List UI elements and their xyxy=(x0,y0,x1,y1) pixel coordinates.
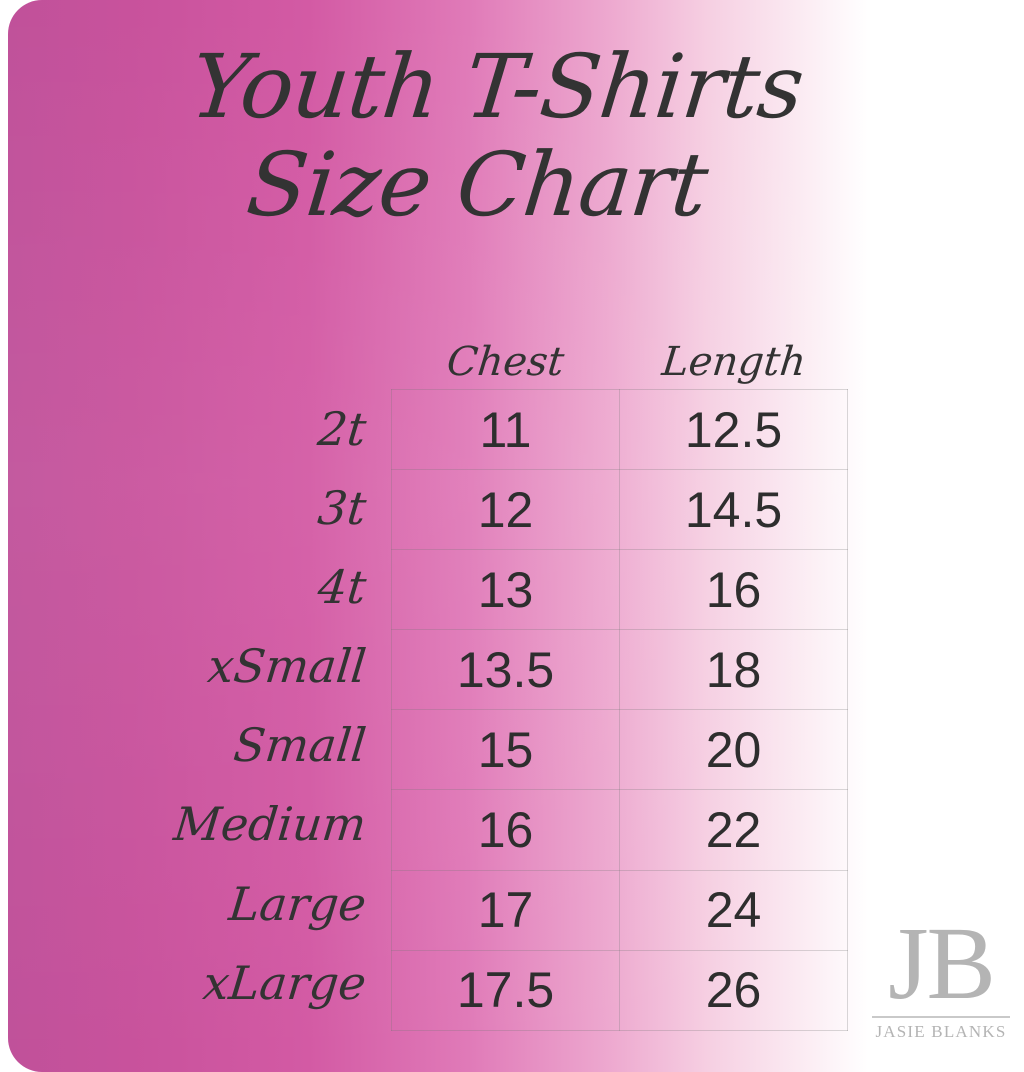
cell-length: 26 xyxy=(619,949,848,1031)
logo-monogram: JB xyxy=(888,906,996,1022)
logo-brand-name: JASIE BLANKS xyxy=(875,1022,1007,1041)
cell-length: 12.5 xyxy=(619,388,848,471)
logo-divider xyxy=(872,1016,1010,1018)
table-row: 12 14.5 xyxy=(391,469,848,551)
cell-length: 16 xyxy=(619,549,848,631)
table-row: 13.5 18 xyxy=(391,629,848,711)
size-chart-table: 11 12.5 12 14.5 13 16 13.5 18 15 20 16 2… xyxy=(391,388,848,1031)
page-title: Youth T-Shirts Size Chart xyxy=(0,35,1024,236)
size-label: xSmall xyxy=(205,638,369,693)
column-header-length: Length xyxy=(659,339,809,385)
cell-chest: 17 xyxy=(391,869,620,951)
column-headers: Chest Length xyxy=(391,334,848,390)
cell-chest: 11 xyxy=(391,388,620,471)
size-label: Large xyxy=(226,876,369,931)
table-row: 11 12.5 xyxy=(391,388,848,471)
table-row: 16 22 xyxy=(391,789,848,871)
cell-chest: 16 xyxy=(391,789,620,871)
size-label: Small xyxy=(231,717,369,772)
size-label: 2t xyxy=(315,401,369,456)
size-label: 4t xyxy=(315,559,369,614)
cell-length: 14.5 xyxy=(619,469,848,551)
size-label: Medium xyxy=(171,797,369,852)
column-header-chest: Chest xyxy=(444,339,567,385)
cell-length: 20 xyxy=(619,709,848,791)
size-label: 3t xyxy=(315,480,369,535)
brand-logo: JB JASIE BLANKS xyxy=(866,906,1016,1042)
cell-length: 18 xyxy=(619,629,848,711)
cell-chest: 13.5 xyxy=(391,629,620,711)
table-row: 17.5 26 xyxy=(391,949,848,1031)
cell-chest: 17.5 xyxy=(391,949,620,1031)
title-line-2: Size Chart xyxy=(242,132,712,236)
cell-length: 24 xyxy=(619,869,848,951)
table-row: 17 24 xyxy=(391,869,848,951)
table-row: 13 16 xyxy=(391,549,848,631)
cell-length: 22 xyxy=(619,789,848,871)
cell-chest: 15 xyxy=(391,709,620,791)
cell-chest: 12 xyxy=(391,469,620,551)
title-line-1: Youth T-Shirts xyxy=(186,35,808,138)
cell-chest: 13 xyxy=(391,549,620,631)
size-label: xLarge xyxy=(200,955,369,1010)
table-row: 15 20 xyxy=(391,709,848,791)
size-label-column: 2t 3t 4t xSmall Small Medium Large xLarg… xyxy=(40,389,378,1022)
